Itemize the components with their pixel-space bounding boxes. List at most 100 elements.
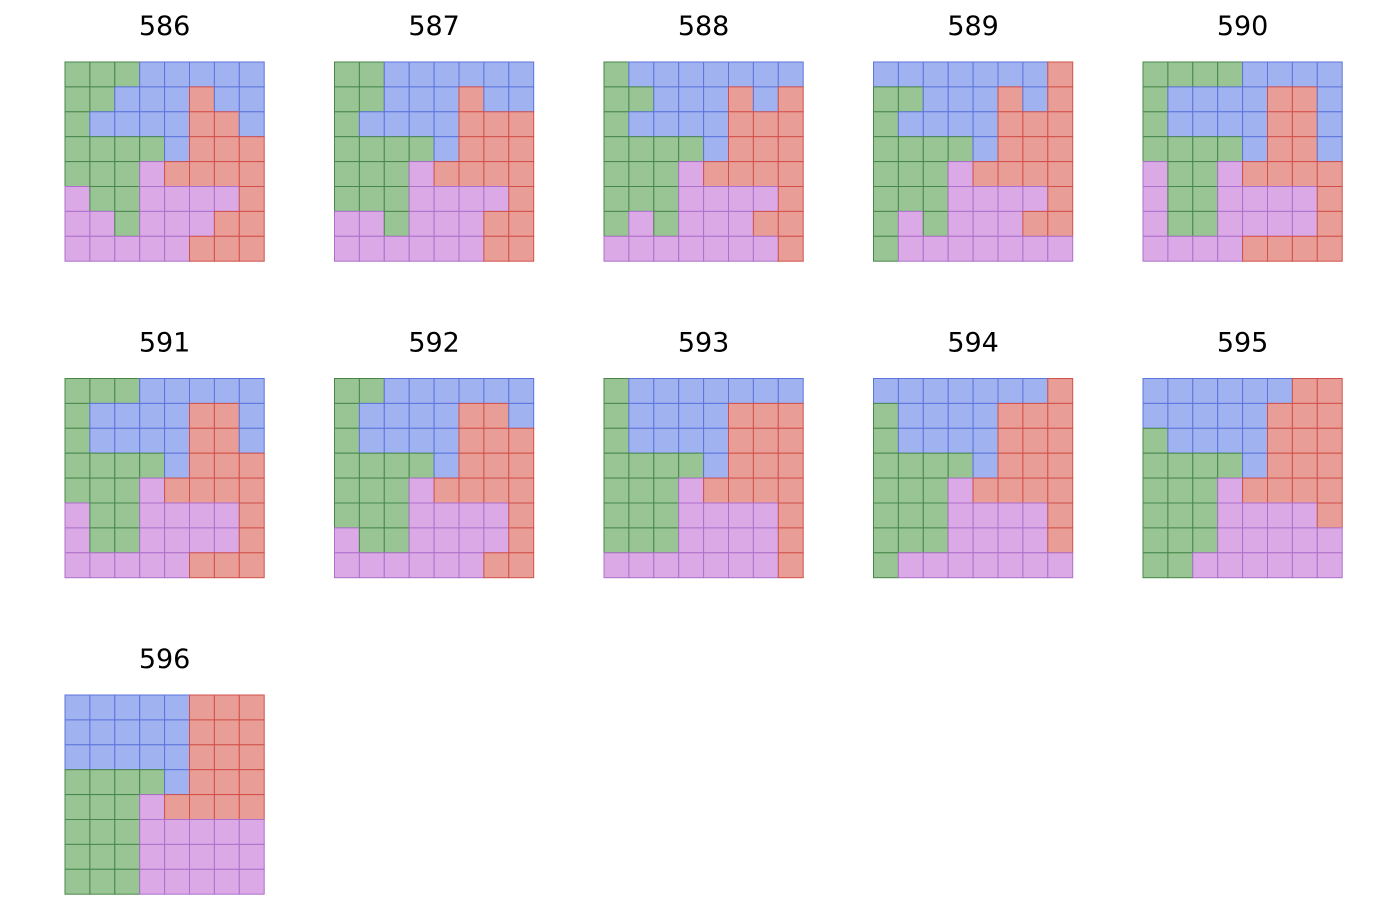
grid-cell <box>777 502 804 529</box>
grid-cell <box>458 61 485 88</box>
grid-cell <box>189 769 215 796</box>
grid-cell <box>334 210 360 237</box>
grid-cell <box>189 552 215 579</box>
grid-cell <box>89 527 116 554</box>
grid-cell <box>1267 527 1293 554</box>
grid-cell <box>408 111 435 138</box>
grid-cell <box>334 86 360 113</box>
grid-cell <box>1316 402 1343 429</box>
grid-cell <box>873 502 899 529</box>
grid-cell <box>897 235 924 262</box>
grid-cell <box>653 111 680 138</box>
grid-cell <box>1267 235 1293 262</box>
grid-cell <box>114 744 141 771</box>
grid-cell <box>972 502 999 529</box>
grid-cell <box>603 210 630 237</box>
grid-cell <box>922 477 949 504</box>
grid-cell <box>483 86 510 113</box>
grid-cell <box>114 402 141 429</box>
grid-cell <box>1167 186 1194 212</box>
grid-cell <box>164 402 191 429</box>
grid-cell <box>1242 210 1268 237</box>
grid-cell <box>164 794 191 820</box>
grid-cell <box>603 161 630 188</box>
grid-cell <box>408 136 435 163</box>
grid-cell <box>922 378 949 404</box>
grid-cell <box>64 477 91 504</box>
grid-cell <box>678 527 705 554</box>
grid-cell <box>873 61 899 88</box>
grid-cell <box>1192 111 1219 138</box>
grid-cell <box>189 378 215 404</box>
grid-cell <box>897 161 924 188</box>
grid-cell <box>752 235 779 262</box>
grid-cell <box>1242 452 1268 479</box>
grid-cell <box>1316 378 1343 404</box>
grid-cell <box>408 378 435 404</box>
grid-cell <box>777 161 804 188</box>
grid-cell <box>139 111 166 138</box>
grid-cell <box>1316 86 1343 113</box>
grid-cell <box>728 378 754 404</box>
grid-cell <box>1242 61 1268 88</box>
grid-cell <box>1316 136 1343 163</box>
panel-title: 593 <box>678 328 730 359</box>
grid-cell <box>64 843 91 870</box>
grid-cell <box>139 527 166 554</box>
grid-cell <box>64 136 91 163</box>
grid-cell <box>1267 477 1293 504</box>
grid-cell <box>628 186 655 212</box>
grid-cell <box>1142 210 1169 237</box>
grid-cell <box>458 427 485 454</box>
grid-cell <box>139 210 166 237</box>
grid-cell <box>1267 86 1293 113</box>
grid-cell <box>408 527 435 554</box>
grid-cell <box>164 235 191 262</box>
grid-cell <box>139 794 166 820</box>
grid-cell <box>238 378 265 404</box>
grid-cell <box>164 86 191 113</box>
grid-cell <box>628 402 655 429</box>
grid-cell <box>189 111 215 138</box>
grid-cell <box>89 378 116 404</box>
grid-cell <box>703 402 729 429</box>
grid-cell <box>922 502 949 529</box>
grid-cell <box>483 210 510 237</box>
panel-title: 596 <box>139 644 191 675</box>
grid-cell <box>114 427 141 454</box>
grid-cell <box>1047 61 1074 88</box>
grid-cell <box>777 61 804 88</box>
grid-cell <box>703 527 729 554</box>
grid-cell <box>1022 502 1049 529</box>
grid-cell <box>189 61 215 88</box>
grid-cell <box>383 552 410 579</box>
grid-cell <box>164 502 191 529</box>
grid-cell <box>1192 477 1219 504</box>
grid-cell <box>628 427 655 454</box>
grid-cell <box>1291 235 1318 262</box>
grid-cell <box>238 527 265 554</box>
grid-cell <box>873 452 899 479</box>
grid-cell <box>213 744 240 771</box>
grid-cell <box>508 186 535 212</box>
grid-cell <box>114 378 141 404</box>
grid-cell <box>1291 527 1318 554</box>
grid-cell <box>947 210 974 237</box>
grid-cell <box>238 136 265 163</box>
grid-cell <box>653 427 680 454</box>
grid-cell <box>213 186 240 212</box>
grid-cell <box>238 402 265 429</box>
grid-cell <box>64 694 91 721</box>
grid-cell <box>703 61 729 88</box>
grid-cell <box>1142 452 1169 479</box>
grid-cell <box>1291 210 1318 237</box>
grid-cell <box>1217 161 1244 188</box>
grid-cell <box>922 402 949 429</box>
grid-cell <box>433 477 460 504</box>
grid-cell <box>89 868 116 895</box>
grid-cell <box>1242 527 1268 554</box>
grid-cell <box>603 378 630 404</box>
grid-cell <box>1267 502 1293 529</box>
grid-cell <box>458 502 485 529</box>
grid-cell <box>752 136 779 163</box>
